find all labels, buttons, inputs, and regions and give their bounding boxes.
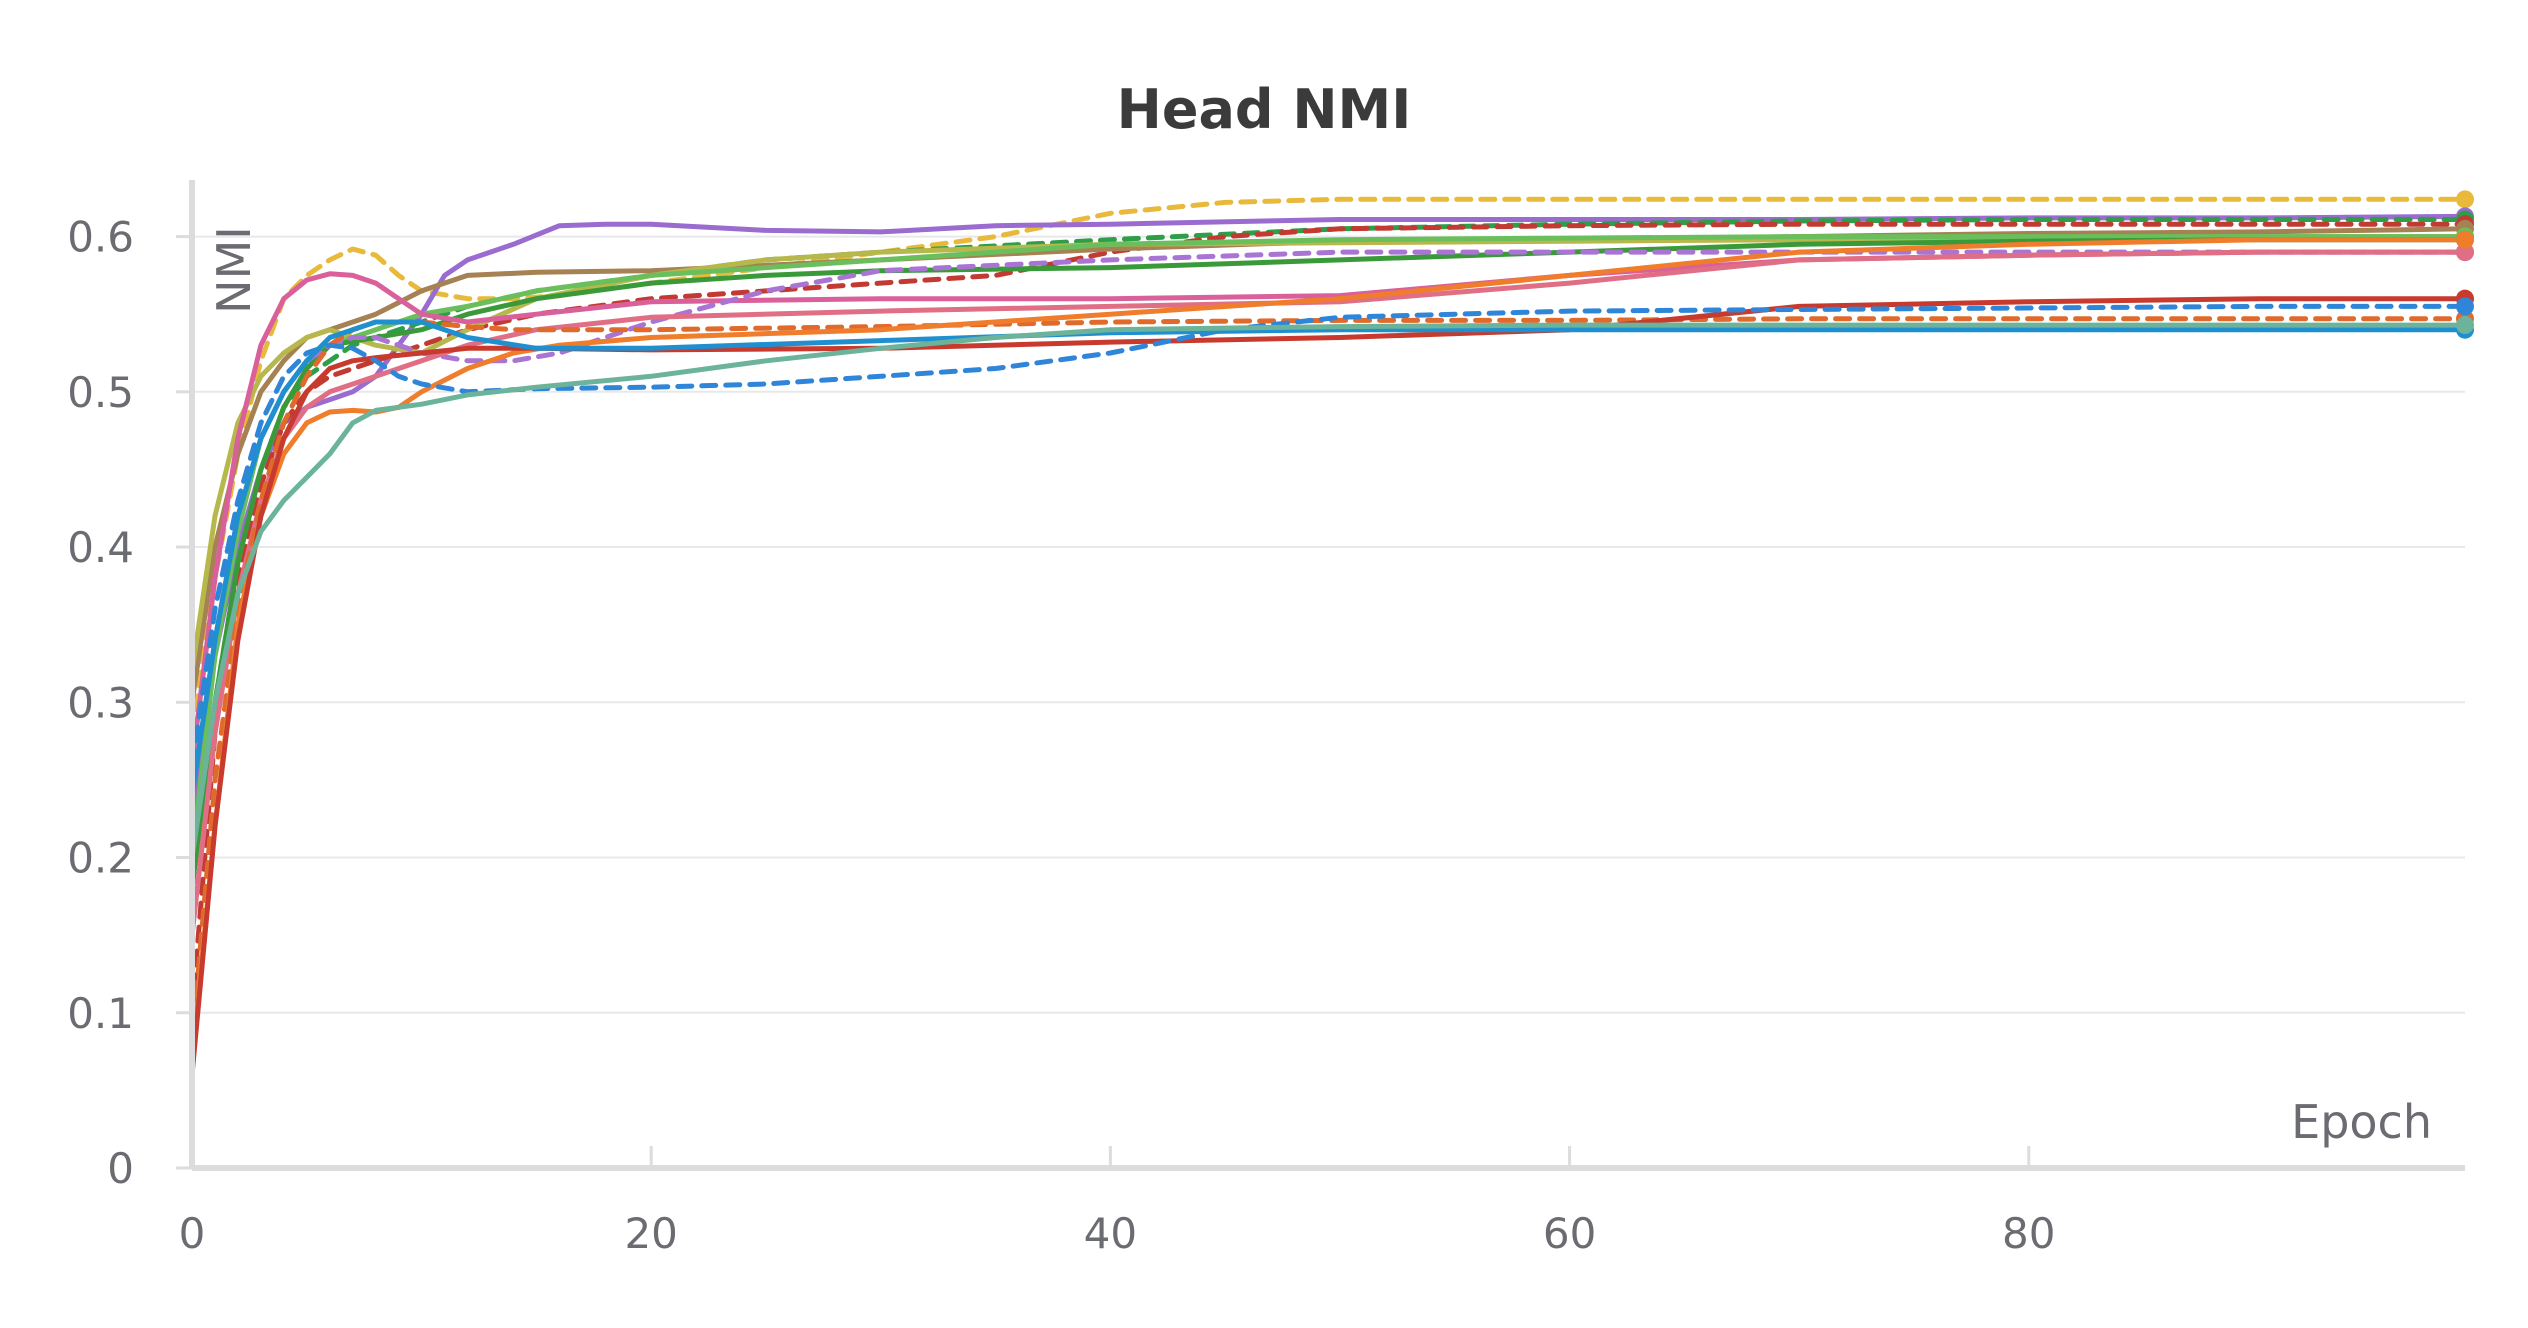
y-tick-label: 0.1	[67, 989, 134, 1038]
series-end-point-15	[2456, 297, 2474, 316]
x-tick-label: 40	[1084, 1209, 1137, 1258]
series-line-13	[189, 237, 2468, 1062]
series-line-8	[189, 237, 2468, 892]
axes	[176, 180, 2465, 1171]
y-tick-label: 0	[107, 1144, 134, 1193]
series-end-point-13	[2456, 230, 2474, 249]
series-line-14	[189, 296, 2468, 1078]
series-line-6	[189, 234, 2468, 674]
series-line-11	[189, 249, 2468, 938]
y-tick-label: 0.4	[67, 523, 134, 572]
x-tick-label: 60	[1543, 1209, 1596, 1258]
series-line-12	[189, 316, 2468, 1047]
y-tick-label: 0.6	[67, 213, 134, 262]
y-axis-label: NMI	[207, 226, 261, 314]
y-tick-label: 0.2	[67, 834, 134, 883]
series-line-9	[189, 249, 2468, 767]
series-line-10	[189, 249, 2468, 798]
series-line-4	[189, 221, 2468, 1016]
x-tick-label: 0	[179, 1209, 206, 1258]
x-axis-label: Epoch	[2291, 1095, 2432, 1149]
y-tick-label: 0.5	[67, 368, 134, 417]
x-tick-label: 20	[624, 1209, 677, 1258]
y-tick-label: 0.3	[67, 678, 134, 727]
tick-labels: 0 0.1 0.2 0.3 0.4 0.5 0.6 0 20 40 60 80	[67, 213, 2055, 1258]
series-line-15	[189, 303, 2468, 767]
series-end-point-11	[2456, 243, 2474, 262]
series-lines	[189, 196, 2468, 1078]
series-end-point-1	[2456, 190, 2474, 209]
series-end-markers	[2456, 190, 2474, 339]
grid-lines	[192, 235, 2465, 1014]
series-line-16	[189, 319, 2468, 798]
x-tick-label: 80	[2002, 1209, 2055, 1258]
series-line-17	[189, 322, 2468, 860]
chart-title: Head NMI	[1117, 78, 1412, 141]
series-line-1	[189, 196, 2468, 736]
series-end-point-17	[2456, 316, 2474, 335]
